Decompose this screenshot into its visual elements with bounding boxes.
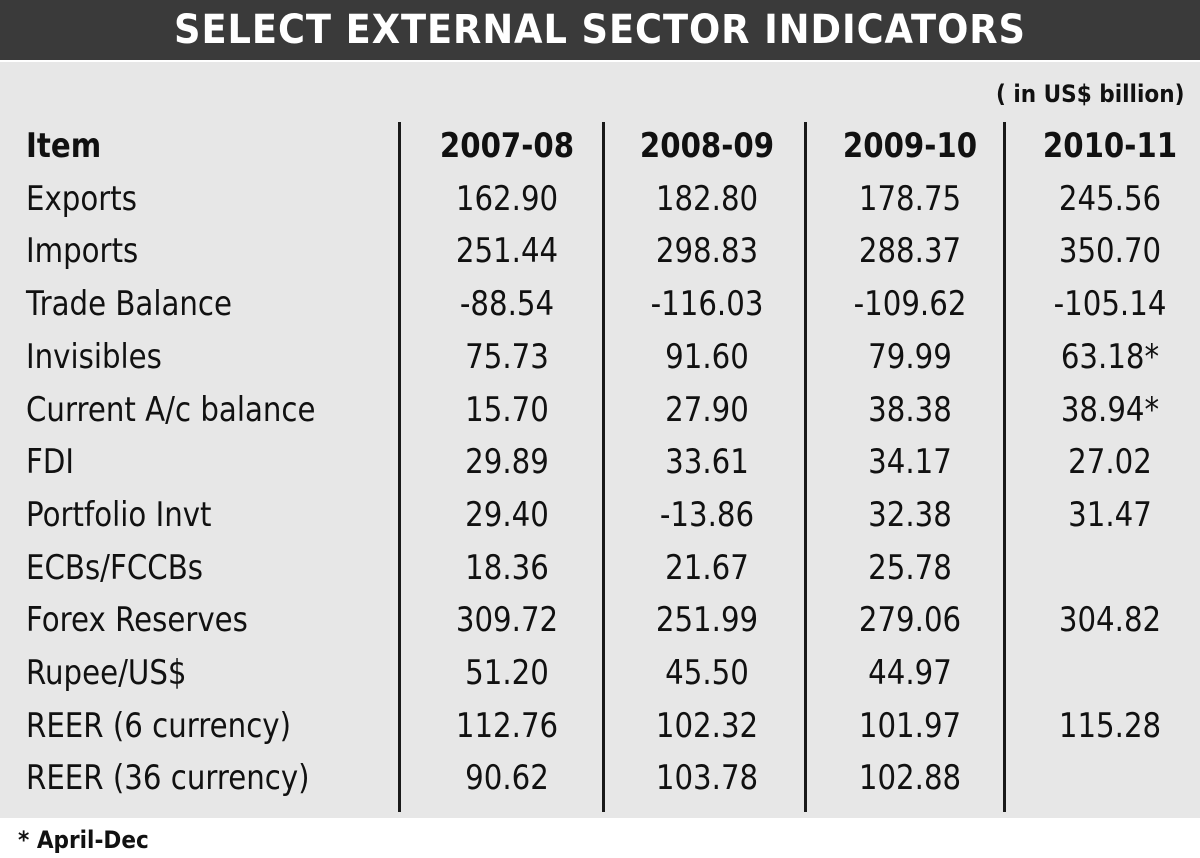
row-label: Forex Reserves xyxy=(26,600,248,640)
table-cell: 15.70 xyxy=(465,390,549,430)
table-cell: 350.70 xyxy=(1058,231,1162,271)
column-header-2008-09: 2008-09 xyxy=(639,126,775,166)
table-cell: 91.60 xyxy=(665,337,749,377)
table-cell: 288.37 xyxy=(858,231,962,271)
table-cell: 34.17 xyxy=(868,442,952,482)
table-cell: 38.94* xyxy=(1060,390,1160,430)
table-row: Invisibles 75.73 91.60 79.99 63.18* xyxy=(0,331,1200,383)
footnote: * April-Dec xyxy=(18,826,149,854)
row-label: REER (6 currency) xyxy=(26,706,291,746)
row-label: Exports xyxy=(26,179,137,219)
table-row: Exports 162.90 182.80 178.75 245.56 xyxy=(0,173,1200,225)
row-label: Invisibles xyxy=(26,337,162,377)
table-cell: -109.62 xyxy=(853,284,967,324)
table-cell: -13.86 xyxy=(659,495,755,535)
table-cell: -88.54 xyxy=(459,284,555,324)
table-cell: 251.99 xyxy=(655,600,759,640)
table-row: FDI 29.89 33.61 34.17 27.02 xyxy=(0,436,1200,488)
column-divider xyxy=(602,122,605,812)
column-divider xyxy=(398,122,401,812)
column-divider xyxy=(804,122,807,812)
table-cell: 279.06 xyxy=(858,600,962,640)
table-row: Imports 251.44 298.83 288.37 350.70 xyxy=(0,225,1200,277)
table-cell xyxy=(1015,647,1200,699)
table-cell: 45.50 xyxy=(665,653,749,693)
table-cell: 298.83 xyxy=(655,231,759,271)
table-cell xyxy=(1015,752,1200,804)
column-header-2007-08: 2007-08 xyxy=(439,126,575,166)
table-cell: 102.32 xyxy=(655,706,759,746)
table-cell: 178.75 xyxy=(858,179,962,219)
row-label: Portfolio Invt xyxy=(26,495,212,535)
row-label: FDI xyxy=(26,442,74,482)
table-cell: 44.97 xyxy=(868,653,952,693)
table-cell: 29.89 xyxy=(465,442,549,482)
table-cell: 90.62 xyxy=(465,758,549,798)
table-cell: 103.78 xyxy=(655,758,759,798)
table-row: Trade Balance -88.54 -116.03 -109.62 -105.14 xyxy=(0,278,1200,330)
table-row: REER (6 currency) 112.76 102.32 101.97 115.2… xyxy=(0,700,1200,752)
table-row: Current A/c balance 15.70 27.90 38.38 38.94* xyxy=(0,384,1200,436)
table-cell: 304.82 xyxy=(1058,600,1162,640)
table-cell: -105.14 xyxy=(1053,284,1167,324)
table-header-row: Item 2007-08 2008-09 2009-10 2010-11 xyxy=(0,120,1200,172)
table-row: REER (36 currency) 90.62 103.78 102.88 xyxy=(0,752,1200,804)
table-cell xyxy=(1015,542,1200,594)
table-cell: 25.78 xyxy=(868,548,952,588)
table-cell: 51.20 xyxy=(465,653,549,693)
row-label: Trade Balance xyxy=(26,284,232,324)
table-cell: 18.36 xyxy=(465,548,549,588)
table-cell: 32.38 xyxy=(868,495,952,535)
row-label: REER (36 currency) xyxy=(26,758,310,798)
table-cell: 27.90 xyxy=(665,390,749,430)
table-cell: -116.03 xyxy=(650,284,764,324)
table-cell: 309.72 xyxy=(455,600,559,640)
table-cell: 162.90 xyxy=(455,179,559,219)
row-label: Imports xyxy=(26,231,139,271)
table-cell: 102.88 xyxy=(858,758,962,798)
row-label: ECBs/FCCBs xyxy=(26,548,203,588)
column-header-2009-10: 2009-10 xyxy=(842,126,978,166)
table-row: Forex Reserves 309.72 251.99 279.06 304.82 xyxy=(0,594,1200,646)
table-cell: 112.76 xyxy=(455,706,559,746)
table-cell: 31.47 xyxy=(1068,495,1152,535)
table-cell: 75.73 xyxy=(465,337,549,377)
table-panel xyxy=(0,62,1200,818)
table-cell: 251.44 xyxy=(455,231,559,271)
chart-title: SELECT EXTERNAL SECTOR INDICATORS xyxy=(174,7,1026,53)
table-cell: 101.97 xyxy=(858,706,962,746)
table-cell: 245.56 xyxy=(1058,179,1162,219)
column-header-2010-11: 2010-11 xyxy=(1042,126,1178,166)
table-cell: 21.67 xyxy=(665,548,749,588)
column-header-item: Item xyxy=(26,126,102,166)
unit-note: ( in US$ billion) xyxy=(995,80,1184,108)
table-row: Rupee/US$ 51.20 45.50 44.97 xyxy=(0,647,1200,699)
table-cell: 33.61 xyxy=(665,442,749,482)
table-row: Portfolio Invt 29.40 -13.86 32.38 31.47 xyxy=(0,489,1200,541)
table-cell: 38.38 xyxy=(868,390,952,430)
table-row: ECBs/FCCBs 18.36 21.67 25.78 xyxy=(0,542,1200,594)
table-cell: 182.80 xyxy=(655,179,759,219)
table-cell: 79.99 xyxy=(868,337,952,377)
table-cell: 29.40 xyxy=(465,495,549,535)
row-label: Current A/c balance xyxy=(26,390,316,430)
table-cell: 115.28 xyxy=(1058,706,1162,746)
table-cell: 63.18* xyxy=(1060,337,1160,377)
column-divider xyxy=(1003,122,1006,812)
title-bar: SELECT EXTERNAL SECTOR INDICATORS xyxy=(0,0,1200,60)
table-cell: 27.02 xyxy=(1068,442,1152,482)
row-label: Rupee/US$ xyxy=(26,653,187,693)
